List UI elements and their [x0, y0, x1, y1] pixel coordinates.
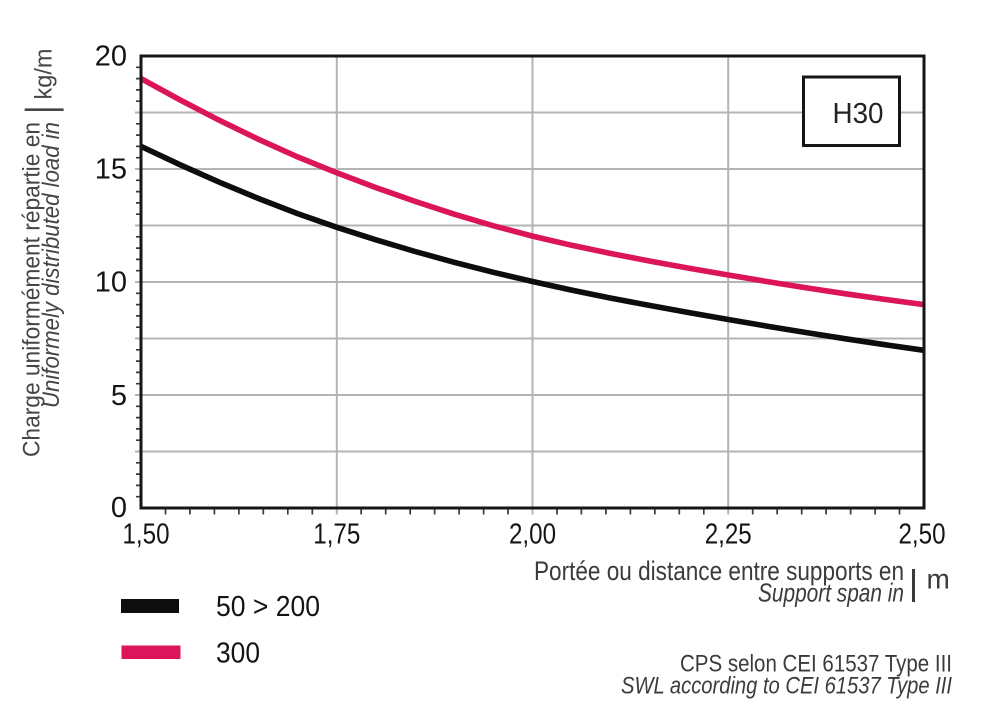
- svg-text:H30: H30: [833, 98, 884, 130]
- svg-text:0: 0: [111, 492, 127, 524]
- svg-text:Portée ou distance entre suppo: Portée ou distance entre supports en: [534, 556, 904, 586]
- svg-text:15: 15: [95, 154, 127, 186]
- svg-text:2,00: 2,00: [509, 519, 556, 551]
- svg-text:10: 10: [95, 267, 127, 299]
- svg-text:50 > 200: 50 > 200: [216, 591, 320, 623]
- svg-text:300: 300: [216, 638, 260, 670]
- svg-text:5: 5: [111, 380, 127, 412]
- svg-text:2,50: 2,50: [899, 519, 946, 551]
- svg-text:kg/m: kg/m: [31, 49, 58, 100]
- svg-text:Uniformely distributed load in: Uniformely distributed load in: [38, 122, 65, 408]
- svg-text:m: m: [927, 564, 950, 595]
- svg-text:CPS selon CEI 61537 Type III: CPS selon CEI 61537 Type III: [680, 651, 952, 678]
- svg-text:1,50: 1,50: [123, 519, 170, 551]
- svg-text:Charge uniformément répartie e: Charge uniformément répartie en: [19, 122, 46, 457]
- svg-text:1,75: 1,75: [313, 519, 360, 551]
- svg-text:SWL according to CEI 61537 Typ: SWL according to CEI 61537 Type III: [621, 673, 952, 700]
- svg-text:20: 20: [95, 41, 127, 73]
- svg-text:Support span in: Support span in: [758, 578, 904, 608]
- svg-text:2,25: 2,25: [705, 519, 752, 551]
